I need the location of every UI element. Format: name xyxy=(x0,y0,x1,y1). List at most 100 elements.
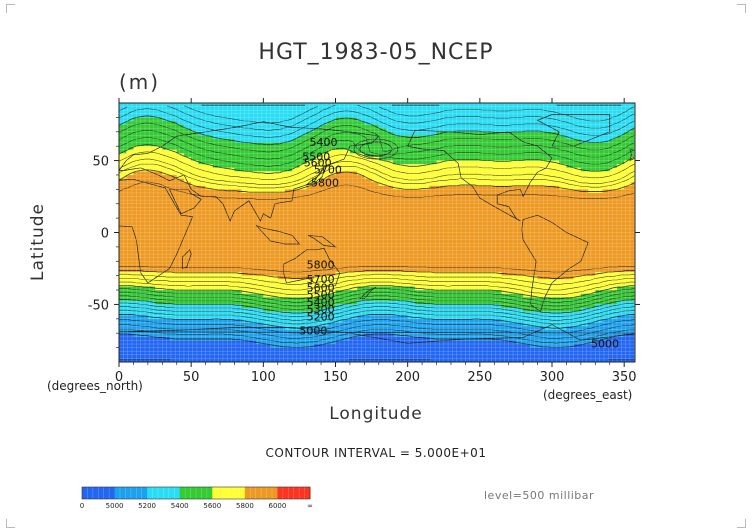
band-cell xyxy=(220,167,228,172)
band-cell xyxy=(364,304,373,309)
band-cell xyxy=(212,106,221,111)
band-cell xyxy=(364,254,373,259)
band-cell xyxy=(530,192,539,198)
band-cell xyxy=(501,300,510,306)
band-cell xyxy=(155,106,163,111)
band-cell xyxy=(248,228,257,234)
band-cell xyxy=(292,336,301,342)
band-cell xyxy=(371,333,380,338)
band-cell xyxy=(119,171,127,176)
band-cell xyxy=(501,225,510,230)
band-cell xyxy=(422,333,430,338)
band-cell xyxy=(284,311,293,316)
band-cell xyxy=(595,344,604,349)
band-cell xyxy=(458,156,467,162)
band-cell xyxy=(321,106,329,111)
band-cell xyxy=(155,110,163,115)
band-cell xyxy=(465,135,474,140)
band-cell xyxy=(422,246,430,252)
band-cell xyxy=(234,185,243,190)
band-cell xyxy=(248,178,257,183)
band-cell xyxy=(588,300,596,306)
band-cell xyxy=(183,351,192,356)
band-cell xyxy=(198,164,207,169)
band-cell xyxy=(321,293,329,298)
band-cell xyxy=(227,225,236,230)
band-cell xyxy=(227,120,236,126)
band-cell xyxy=(155,210,163,216)
band-cell xyxy=(212,113,221,118)
band-cell xyxy=(270,340,279,345)
band-cell xyxy=(378,254,387,259)
band-cell xyxy=(191,311,199,316)
band-cell xyxy=(487,246,495,252)
band-cell xyxy=(386,333,394,338)
band-cell xyxy=(277,167,286,172)
band-cell xyxy=(205,153,214,158)
band-cell xyxy=(407,340,416,345)
band-cell xyxy=(595,329,604,334)
band-cell xyxy=(508,142,517,147)
band-cell xyxy=(357,358,365,362)
band-cell xyxy=(458,272,467,277)
band-cell xyxy=(306,261,315,266)
band-cell xyxy=(479,297,488,302)
band-cell xyxy=(176,124,185,129)
band-cell xyxy=(284,318,293,324)
band-cell xyxy=(472,146,481,151)
band-cell xyxy=(414,279,423,284)
band-cell xyxy=(573,236,582,241)
band-cell xyxy=(342,254,351,259)
band-cell xyxy=(429,128,438,133)
band-cell xyxy=(147,239,156,244)
band-cell xyxy=(364,174,373,180)
band-cell xyxy=(256,250,264,255)
band-cell xyxy=(515,138,524,144)
band-cell xyxy=(342,167,351,172)
band-cell xyxy=(357,304,365,309)
band-cell xyxy=(580,236,589,241)
band-cell xyxy=(263,329,272,334)
band-cell xyxy=(487,254,495,259)
band-cell xyxy=(450,160,459,165)
band-cell xyxy=(559,189,568,194)
band-cell xyxy=(450,326,459,331)
band-cell xyxy=(234,254,243,259)
band-cell xyxy=(147,282,156,288)
band-cell xyxy=(212,124,221,129)
band-cell xyxy=(479,113,488,118)
band-cell xyxy=(227,228,236,234)
band-cell xyxy=(465,196,474,201)
band-cell xyxy=(602,329,611,334)
band-cell xyxy=(523,257,531,262)
band-cell xyxy=(386,336,394,342)
band-cell xyxy=(371,261,380,266)
band-cell xyxy=(234,164,243,169)
band-cell xyxy=(306,156,315,162)
band-cell xyxy=(378,218,387,223)
band-cell xyxy=(306,207,315,212)
band-cell xyxy=(465,293,474,298)
band-cell xyxy=(595,174,604,180)
band-cell xyxy=(284,293,293,298)
band-cell xyxy=(436,297,445,302)
band-cell xyxy=(191,178,199,183)
band-cell xyxy=(414,344,423,349)
band-cell xyxy=(306,232,315,237)
band-cell xyxy=(559,167,568,172)
band-cell xyxy=(414,196,423,201)
band-cell xyxy=(552,239,560,244)
band-cell xyxy=(234,243,243,248)
band-cell xyxy=(349,347,358,352)
band-cell xyxy=(220,225,228,230)
band-cell xyxy=(364,272,373,277)
band-cell xyxy=(241,272,250,277)
band-cell xyxy=(378,311,387,316)
band-cell xyxy=(270,354,279,360)
band-cell xyxy=(256,189,264,194)
band-cell xyxy=(256,329,264,334)
band-cell xyxy=(580,315,589,320)
band-cell xyxy=(227,174,236,180)
band-cell xyxy=(176,282,185,288)
band-cell xyxy=(299,192,308,198)
